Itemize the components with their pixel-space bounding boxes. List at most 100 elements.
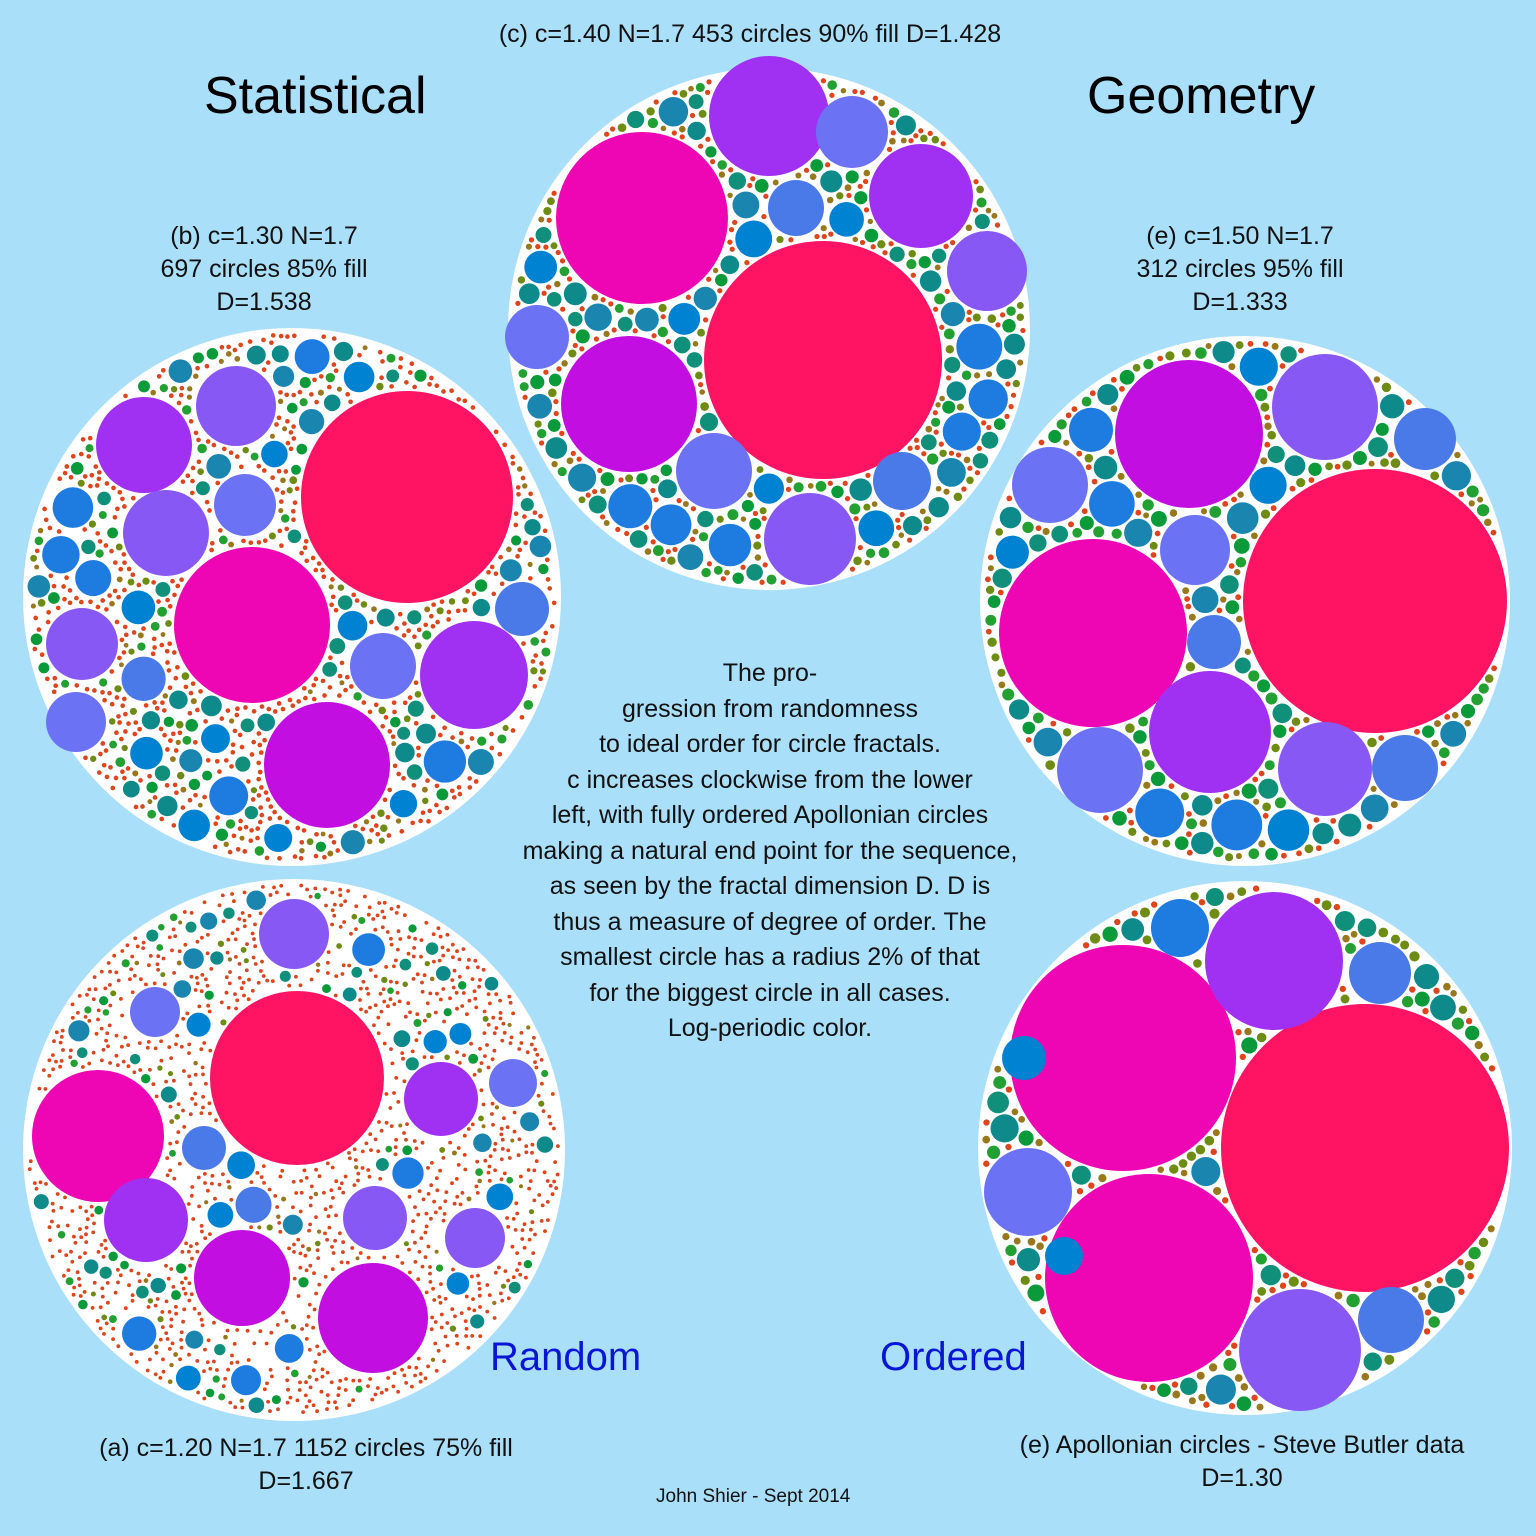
fractal-circle xyxy=(438,1300,443,1305)
fractal-circle xyxy=(1431,739,1439,748)
fractal-circle xyxy=(491,1122,495,1127)
fractal-circle xyxy=(1409,951,1420,962)
fractal-circle xyxy=(1427,1285,1455,1314)
fractal-circle xyxy=(240,911,245,915)
fractal-circle xyxy=(59,1205,64,1210)
fractal-circle xyxy=(325,1407,329,1412)
fractal-circle xyxy=(482,1031,487,1036)
fractal-circle xyxy=(115,757,126,767)
fractal-circle xyxy=(184,1241,189,1246)
fractal-circle xyxy=(456,784,462,790)
fractal-circle xyxy=(266,1399,271,1404)
fractal-circle xyxy=(1154,530,1161,537)
fractal-circle xyxy=(308,1195,313,1200)
fractal-circle xyxy=(332,913,337,918)
fractal-circle xyxy=(304,1380,308,1385)
fractal-circle xyxy=(220,1172,225,1177)
fractal-circle xyxy=(61,1273,66,1278)
fractal-circle xyxy=(991,653,1000,662)
fractal-circle xyxy=(153,1046,158,1051)
fractal-circle xyxy=(179,1337,184,1342)
fractal-circle xyxy=(1190,892,1199,901)
fractal-circle xyxy=(225,950,230,955)
fractal-circle xyxy=(454,990,459,995)
fractal-circle xyxy=(399,958,412,971)
fractal-circle xyxy=(199,1229,204,1234)
fractal-circle xyxy=(327,1225,332,1230)
fractal-circle xyxy=(167,1071,174,1077)
fractal-circle xyxy=(1334,910,1355,932)
fractal-circle xyxy=(1390,458,1401,469)
fractal-circle xyxy=(165,1337,170,1341)
fractal-circle xyxy=(189,910,194,915)
fractal-circle xyxy=(234,356,241,362)
fractal-circle xyxy=(521,641,526,646)
fractal-circle xyxy=(1390,801,1398,809)
fractal-circle xyxy=(173,934,178,939)
fractal-circle xyxy=(650,539,656,545)
fractal-circle xyxy=(34,1186,39,1191)
fractal-circle xyxy=(170,1341,175,1346)
fractal-circle xyxy=(320,831,326,837)
fractal-circle xyxy=(130,736,163,770)
fractal-circle xyxy=(147,1273,152,1278)
fractal-circle xyxy=(976,197,987,208)
fractal-circle xyxy=(206,1338,211,1343)
fractal-circle xyxy=(117,489,123,495)
fractal-circle xyxy=(212,1375,220,1383)
fractal-circle xyxy=(380,359,385,364)
fractal-circle xyxy=(510,1138,515,1143)
fractal-circle xyxy=(61,584,66,589)
fractal-circle xyxy=(281,1310,286,1315)
fractal-circle xyxy=(1487,1225,1495,1233)
fractal-circle xyxy=(430,623,436,629)
fractal-circle xyxy=(379,1009,384,1014)
fractal-circle xyxy=(477,736,487,746)
fractal-circle xyxy=(474,579,488,592)
fractal-circle xyxy=(1237,491,1244,498)
fractal-circle xyxy=(44,676,50,682)
fractal-circle xyxy=(207,1111,212,1116)
fractal-circle xyxy=(699,412,719,432)
fractal-circle xyxy=(150,389,157,396)
fractal-circle xyxy=(120,703,126,709)
fractal-circle xyxy=(1185,603,1192,610)
fractal-circle xyxy=(252,937,256,942)
fractal-circle xyxy=(531,1251,536,1256)
fractal-circle xyxy=(170,731,176,737)
fractal-circle xyxy=(658,96,689,127)
fractal-circle xyxy=(268,1367,273,1372)
fractal-circle xyxy=(77,1276,81,1281)
fractal-circle xyxy=(746,564,763,581)
fractal-circle xyxy=(269,340,274,346)
fractal-circle xyxy=(268,1409,272,1414)
fractal-circle xyxy=(355,1256,360,1261)
fractal-circle xyxy=(506,1278,511,1283)
fractal-circle xyxy=(244,968,249,973)
fractal-circle xyxy=(759,507,767,515)
fractal-circle xyxy=(1257,1287,1267,1296)
fractal-circle xyxy=(387,728,393,734)
fractal-circle xyxy=(315,968,320,973)
fractal-circle xyxy=(307,1399,312,1404)
fractal-circle xyxy=(1458,1005,1468,1015)
fractal-circle xyxy=(172,1176,177,1181)
fractal-circle xyxy=(492,1031,497,1036)
fractal-circle xyxy=(906,258,917,270)
fractal-circle xyxy=(237,917,242,921)
fractal-circle xyxy=(86,454,92,459)
fractal-circle xyxy=(844,184,852,192)
fractal-circle xyxy=(108,1251,118,1262)
fractal-circle xyxy=(371,606,377,612)
fractal-circle xyxy=(351,966,363,978)
fractal-circle xyxy=(389,384,394,389)
fractal-circle xyxy=(157,1316,164,1323)
fractal-circle xyxy=(380,909,385,914)
fractal-circle xyxy=(1140,1383,1148,1391)
fractal-circle xyxy=(407,700,424,717)
fractal-circle xyxy=(956,323,1003,370)
fractal-circle xyxy=(520,475,526,481)
fractal-circle xyxy=(1440,720,1467,747)
fractal-circle xyxy=(138,1068,143,1072)
fractal-circle xyxy=(437,1294,442,1299)
